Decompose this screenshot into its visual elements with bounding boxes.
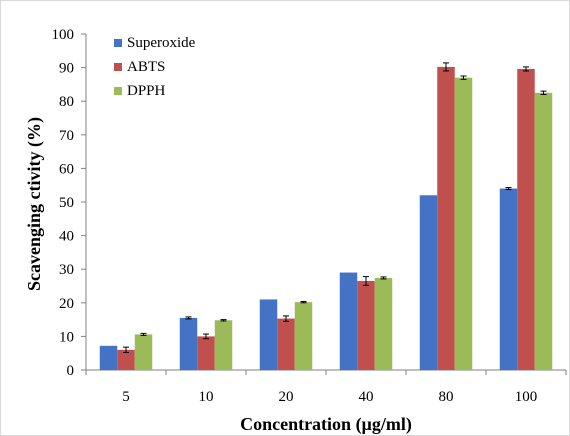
bar-superoxide — [500, 189, 518, 370]
legend-label-abts: ABTS — [127, 59, 165, 75]
x-tick-label: 100 — [515, 389, 538, 405]
y-tick-label: 10 — [59, 329, 74, 345]
y-axis-label: Scavenging ctivity (%) — [24, 117, 45, 291]
y-tick-label: 20 — [59, 296, 74, 312]
bar-dpph — [375, 278, 393, 370]
bar-abts — [277, 319, 295, 370]
y-tick-label: 30 — [59, 262, 74, 278]
bar-superoxide — [100, 346, 118, 370]
bar-dpph — [295, 302, 313, 370]
y-tick-label: 0 — [67, 363, 75, 379]
y-tick-label: 100 — [52, 27, 75, 43]
y-tick-label: 90 — [59, 61, 74, 77]
x-tick-label: 20 — [279, 389, 294, 405]
bar-abts — [357, 281, 375, 370]
bar-dpph — [215, 320, 233, 370]
y-tick-label: 50 — [59, 195, 74, 211]
y-tick-label: 60 — [59, 161, 74, 177]
x-axis-label: Concentration (µg/ml) — [240, 414, 412, 435]
legend-swatch-dpph — [114, 87, 122, 95]
bar-abts — [437, 67, 455, 370]
bar-superoxide — [420, 195, 438, 370]
bar-dpph — [135, 334, 153, 370]
bar-dpph — [455, 78, 473, 370]
bar-superoxide — [180, 318, 198, 370]
legend-label-dpph: DPPH — [127, 83, 166, 99]
x-tick-label: 10 — [199, 389, 214, 405]
bar-superoxide — [340, 273, 358, 370]
x-tick-label: 80 — [439, 389, 454, 405]
x-tick-label: 40 — [359, 389, 374, 405]
y-tick-label: 80 — [59, 94, 74, 110]
legend-label-superoxide: Superoxide — [127, 35, 196, 51]
x-tick-label: 5 — [122, 389, 130, 405]
legend-swatch-superoxide — [114, 39, 122, 47]
bar-dpph — [535, 93, 553, 370]
bar-abts — [197, 336, 215, 370]
legend-swatch-abts — [114, 63, 122, 71]
bar-abts — [517, 69, 535, 370]
bar-superoxide — [260, 299, 278, 370]
y-tick-label: 70 — [59, 128, 74, 144]
y-tick-label: 40 — [59, 229, 74, 245]
